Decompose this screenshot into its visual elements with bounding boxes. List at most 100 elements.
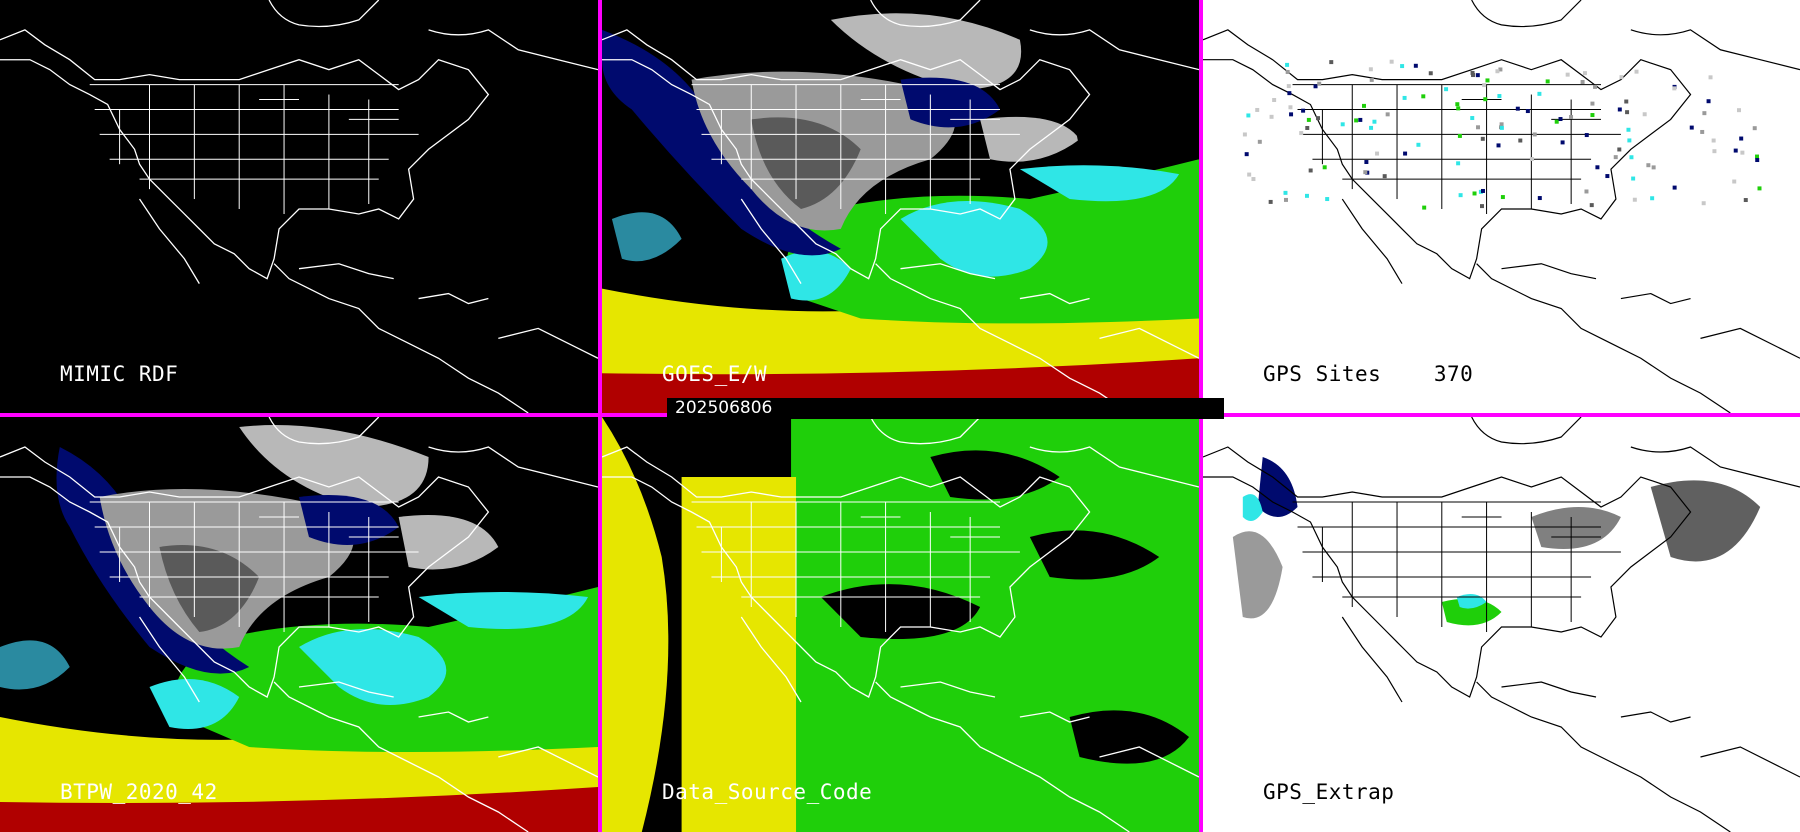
gps-site-marker xyxy=(1560,140,1565,145)
gps-site-marker xyxy=(1299,131,1304,136)
gps-site-marker xyxy=(1515,106,1520,111)
gps-site-marker xyxy=(1631,176,1636,181)
panel-goes: GOES_E/W xyxy=(602,0,1199,413)
map-gps-extrap xyxy=(1203,417,1800,832)
gps-site-marker xyxy=(1525,109,1530,114)
gps-site-marker xyxy=(1545,79,1550,84)
gps-site-marker xyxy=(1365,170,1370,175)
gps-site-marker xyxy=(1617,147,1622,152)
gps-site-marker xyxy=(1483,97,1488,102)
bttpw-field xyxy=(0,425,598,832)
gps-site-marker xyxy=(1737,108,1741,113)
gps-site-marker xyxy=(1285,62,1290,67)
gps-site-marker xyxy=(1476,125,1481,130)
gps-site-marker xyxy=(1402,95,1407,100)
gps-site-marker xyxy=(1283,197,1288,202)
gps-site-marker xyxy=(1456,161,1461,166)
gps-site-marker xyxy=(1755,158,1760,163)
gps-site-marker xyxy=(1375,151,1380,156)
gps-site-marker xyxy=(1689,125,1694,130)
gps-site-marker xyxy=(1617,107,1622,112)
goes-field xyxy=(602,13,1199,413)
data-source-field xyxy=(602,417,1199,832)
gps-site-marker xyxy=(1325,197,1330,202)
gps-site-marker xyxy=(1471,73,1476,78)
gps-site-marker xyxy=(1308,168,1313,173)
gps-site-marker xyxy=(1475,73,1480,78)
gps-site-marker xyxy=(1642,112,1647,117)
gps-site-marker xyxy=(1458,193,1463,198)
gps-site-marker xyxy=(1580,80,1585,84)
gps-site-marker xyxy=(1247,172,1252,177)
gps-site-marker xyxy=(1700,129,1705,134)
gps-site-marker xyxy=(1369,77,1374,82)
gps-site-marker xyxy=(1584,189,1589,194)
gps-site-marker xyxy=(1287,91,1292,96)
gps-site-marker xyxy=(1422,205,1427,210)
gps-site-marker xyxy=(1304,193,1309,198)
gps-site-marker xyxy=(1244,152,1249,157)
gps-site-marker xyxy=(1589,203,1594,208)
map-data-source xyxy=(602,417,1199,832)
gps-site-marker xyxy=(1289,112,1294,117)
gps-site-marker xyxy=(1305,125,1310,130)
gps-site-marker xyxy=(1242,132,1247,137)
gps-site-marker xyxy=(1532,132,1537,137)
gps-site-marker xyxy=(1470,70,1475,75)
gps-site-marker xyxy=(1257,139,1262,144)
gps-extrap-field xyxy=(1232,457,1761,626)
gps-site-marker xyxy=(1537,196,1542,201)
gps-site-marker xyxy=(1646,163,1651,168)
gps-site-marker xyxy=(1627,138,1632,143)
gps-site-marker xyxy=(1354,118,1359,123)
gps-site-marker xyxy=(1251,177,1256,182)
gps-site-marker xyxy=(1584,133,1589,138)
gps-site-marker xyxy=(1288,105,1293,110)
gps-site-marker xyxy=(1500,195,1505,200)
gps-site-marker xyxy=(1625,110,1630,115)
gps-site-marker xyxy=(1558,117,1563,122)
gps-site-marker xyxy=(1268,199,1273,204)
gps-site-marker xyxy=(1629,155,1634,160)
gps-site-marker xyxy=(1322,165,1327,170)
gps-site-marker xyxy=(1733,148,1738,153)
gps-site-marker xyxy=(1701,201,1706,206)
gps-site-marker xyxy=(1306,117,1311,122)
gps-site-marker xyxy=(1582,71,1587,76)
panel-label-data-source: Data_Source_Code xyxy=(662,780,873,804)
panel-gps-extrap: GPS_Extrap xyxy=(1203,417,1800,832)
gps-site-marker xyxy=(1590,101,1595,106)
gps-site-marker xyxy=(1340,122,1345,127)
gps-site-marker xyxy=(1757,186,1762,191)
gps-site-marker xyxy=(1285,69,1290,74)
gps-site-marker xyxy=(1650,196,1655,201)
gps-site-marker xyxy=(1739,136,1744,141)
panel-gps-sites: GPS Sites 370 xyxy=(1203,0,1800,413)
gps-sites-count: 370 xyxy=(1433,362,1474,386)
panel-label-bttpw: BTPW_2020_42 xyxy=(60,780,218,804)
gps-site-marker xyxy=(1537,91,1542,96)
gps-site-marker xyxy=(1301,108,1306,113)
gps-site-marker xyxy=(1740,150,1745,155)
gps-site-marker xyxy=(1363,170,1368,175)
gps-site-marker xyxy=(1626,127,1631,132)
gps-site-marker xyxy=(1470,116,1475,121)
gps-site-marker xyxy=(1634,69,1639,74)
gps-site-marker xyxy=(1421,94,1426,99)
gps-site-marker xyxy=(1389,59,1394,64)
gps-site-marker xyxy=(1368,67,1373,72)
panel-label-mimic: MIMIC RDF xyxy=(60,362,179,386)
panel-label-gps-extrap: GPS_Extrap xyxy=(1263,780,1395,804)
gps-site-marker xyxy=(1619,75,1624,80)
gps-site-marker xyxy=(1286,84,1291,89)
map-bttpw xyxy=(0,417,598,832)
gps-site-marker xyxy=(1481,188,1485,193)
gps-site-marker xyxy=(1605,174,1610,179)
gps-site-marker xyxy=(1482,83,1487,88)
gps-site-marker xyxy=(1613,155,1618,160)
panel-label-goes: GOES_E/W xyxy=(662,362,768,386)
gps-site-marker xyxy=(1316,116,1321,121)
gps-site-marker xyxy=(1732,179,1737,184)
gps-site-marker xyxy=(1246,113,1251,118)
